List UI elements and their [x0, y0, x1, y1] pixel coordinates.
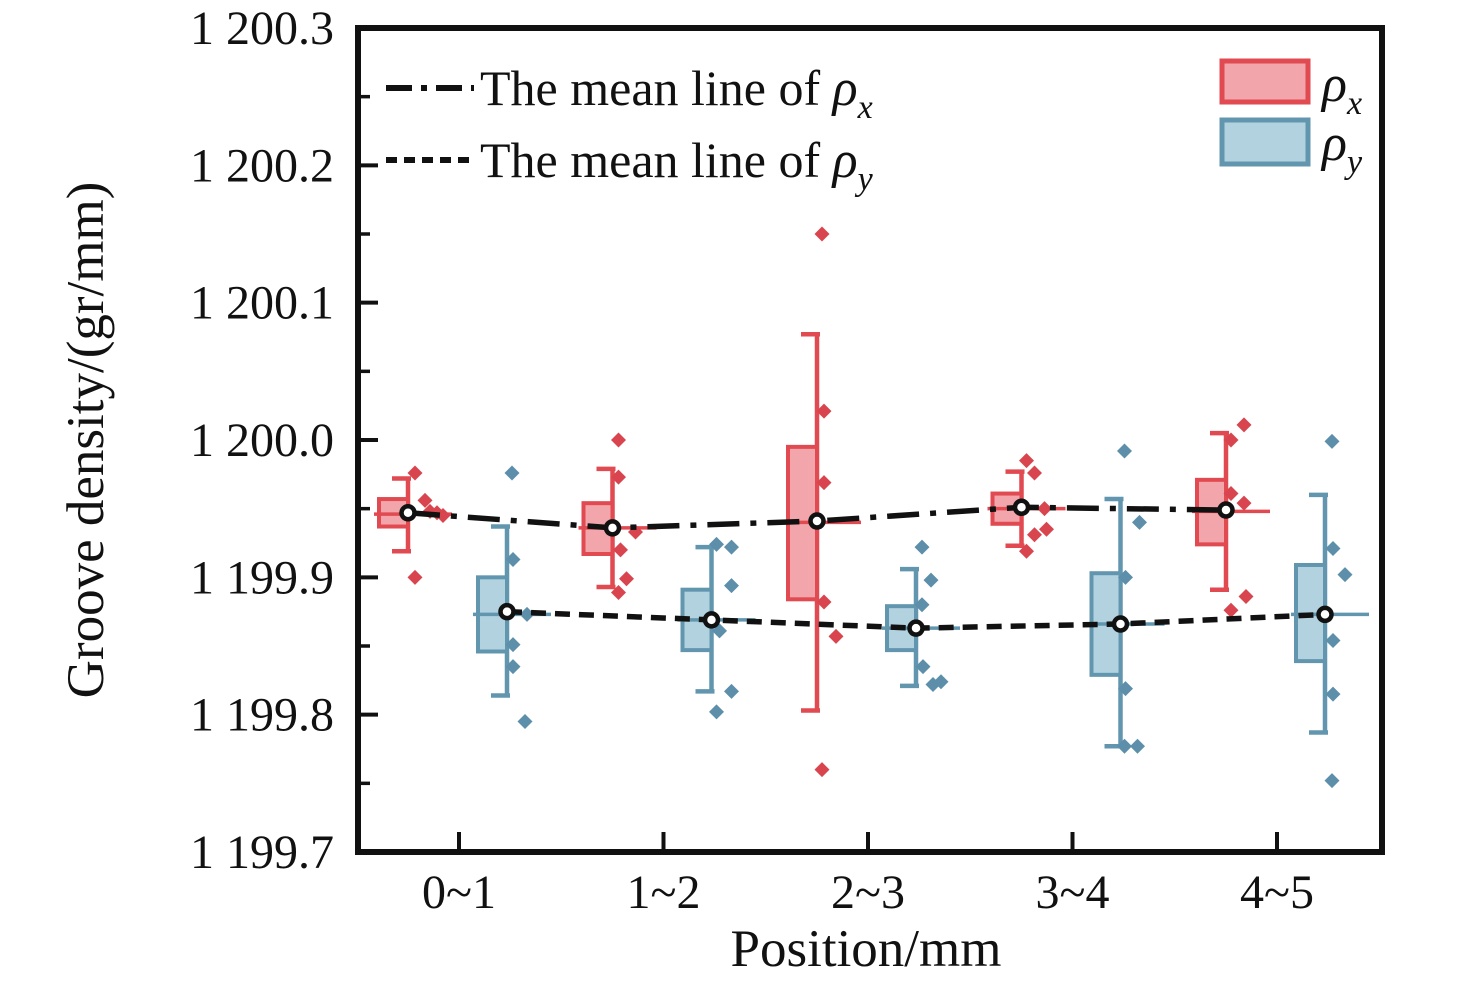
- scatter-point-ρy: [709, 536, 724, 552]
- scatter-point-ρx: [1236, 495, 1252, 511]
- scatter-point-ρy: [1132, 514, 1147, 530]
- mean-marker-ρy: [1111, 615, 1130, 633]
- scatter-point-ρy: [724, 683, 739, 699]
- x-tick-label: 0~1: [422, 866, 496, 919]
- scatter-point-ρy: [504, 465, 520, 481]
- scatter-point-ρy: [724, 578, 739, 594]
- mean-marker-ρx: [1012, 498, 1031, 517]
- y-axis-title: Groove density/(gr/mm): [57, 182, 115, 699]
- y-tick-label: 1 200.2: [190, 139, 334, 192]
- scatter-point-ρx: [1037, 501, 1052, 517]
- x-tick-label: 4~5: [1240, 866, 1314, 919]
- scatter-point-ρx: [619, 571, 634, 587]
- scatter-point-ρy: [1325, 540, 1341, 556]
- mean-marker-ρy: [907, 619, 925, 637]
- scatter-point-ρx: [814, 226, 830, 242]
- y-tick-label: 1 199.8: [190, 689, 334, 742]
- scatter-point-ρy: [914, 539, 930, 555]
- legend-swatch-rho-x-border: [1219, 58, 1311, 105]
- scatter-point-ρx: [1238, 589, 1254, 605]
- scatter-point-ρy: [1325, 686, 1341, 702]
- scatter-point-ρx: [816, 475, 832, 491]
- scatter-point-ρx: [814, 762, 830, 778]
- scatter-point-ρy: [1325, 633, 1341, 649]
- scatter-point-ρy: [505, 659, 521, 675]
- y-tick-label: 1 200.3: [190, 2, 334, 55]
- mean-line-rho-y-label: The mean line of ρy: [480, 132, 874, 198]
- mean-line-ρx: [407, 504, 1227, 531]
- legend-label-rho-y: ρy: [1320, 115, 1363, 181]
- legend-mean-lines: The mean line of ρx The mean line of ρy: [386, 60, 874, 198]
- x-axis-title: Position/mm: [731, 920, 1002, 978]
- scatter-point-ρx: [435, 508, 451, 524]
- scatter-point-ρy: [1324, 433, 1340, 449]
- y-tick-label: 1 200.1: [190, 277, 334, 330]
- x-tick-label: 3~4: [1036, 866, 1110, 919]
- scatter-point-ρx: [611, 469, 626, 485]
- scatter-point-ρx: [611, 584, 626, 600]
- plot-area: 1 200.3 1 200.2 1 200.1 1 200.0 1 199.9 1 199…: [190, 2, 1385, 919]
- mean-marker-ρy: [702, 611, 721, 629]
- scatter-point-ρy: [517, 714, 533, 730]
- legend-label-rho-x: ρx: [1320, 56, 1362, 122]
- scatter-point-ρy: [1117, 738, 1132, 754]
- scatter-point-ρy: [1337, 567, 1353, 583]
- scatter-point-ρy: [505, 637, 521, 653]
- scatter-point-ρx: [828, 628, 844, 644]
- scatter-point-ρy: [923, 572, 939, 588]
- scatter-point-ρx: [1027, 465, 1042, 481]
- mean-marker-ρy: [498, 602, 516, 621]
- scatter-point-ρx: [417, 492, 433, 508]
- scatter-point-ρy: [1117, 443, 1132, 459]
- y-tick-label: 1 200.0: [190, 414, 334, 467]
- legend-swatch-rho-y: [1222, 120, 1308, 164]
- y-tick-label: 1 199.9: [190, 551, 334, 604]
- mean-marker-ρy: [1316, 605, 1334, 624]
- scatter-point-ρx: [1223, 486, 1239, 502]
- scatter-point-ρx: [1027, 527, 1042, 543]
- mean-line-rho-x-label: The mean line of ρx: [480, 60, 873, 126]
- scatter-point-ρx: [407, 569, 423, 585]
- scatter-point-ρy: [914, 597, 930, 613]
- scatter-point-ρy: [519, 606, 535, 622]
- scatter-point-ρy: [1118, 681, 1133, 697]
- scatter-point-ρy: [1324, 773, 1340, 789]
- scatter-point-ρy: [1130, 738, 1145, 754]
- legend-series: ρx ρy: [1219, 56, 1363, 181]
- scatter-point-ρy: [933, 674, 949, 690]
- legend-swatch-rho-y-border: [1219, 117, 1311, 167]
- scatter-point-ρx: [816, 594, 832, 610]
- mean-marker-ρx: [399, 504, 417, 522]
- scatter-point-ρx: [1236, 417, 1252, 433]
- scatter-point-ρx: [1223, 432, 1239, 448]
- scatter-point-ρy: [505, 551, 521, 567]
- legend-swatch-rho-x: [1222, 61, 1308, 102]
- scatter-point-ρy: [709, 704, 724, 720]
- scatter-point-ρx: [1223, 602, 1239, 618]
- scatter-point-ρx: [1019, 543, 1034, 559]
- scatter-point-ρx: [611, 432, 626, 448]
- scatter-point-ρx: [816, 403, 832, 419]
- scatter-point-ρy: [724, 539, 739, 555]
- x-tick-label: 1~2: [627, 866, 701, 919]
- mean-marker-ρx: [1217, 501, 1235, 519]
- scatter-point-ρx: [1019, 453, 1034, 469]
- mean-marker-ρx: [808, 512, 826, 530]
- scatter-point-ρy: [915, 659, 931, 675]
- scatter-point-ρx: [1039, 521, 1054, 537]
- x-tick-label: 2~3: [831, 866, 905, 919]
- scatter-point-ρx: [407, 465, 423, 481]
- y-tick-label: 1 199.7: [190, 826, 334, 879]
- mean-marker-ρx: [603, 519, 622, 537]
- scatter-point-ρy: [1118, 569, 1133, 585]
- scatter-point-ρx: [613, 542, 628, 558]
